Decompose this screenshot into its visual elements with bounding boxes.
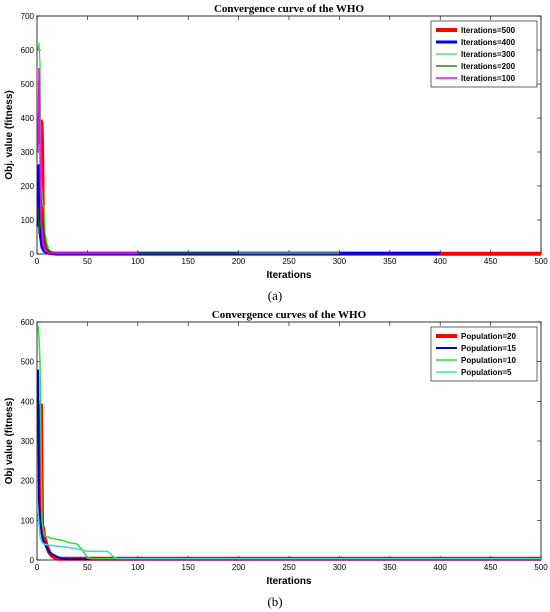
chart0-x-tick-label: 300 — [333, 257, 347, 266]
chart-a: Convergence curve of the WHO 0 50 100 150 200… — [4, 3, 548, 281]
chart0-x-tick-label: 200 — [232, 257, 246, 266]
chart1-x-tick-label: 500 — [534, 563, 548, 572]
chart0-y-tick-label: 100 — [21, 216, 35, 225]
chart1-y-tick-label: 500 — [21, 358, 35, 367]
chart1-x-tick-label: 150 — [182, 563, 196, 572]
chart0-legend-label-3: Iterations=200 — [461, 62, 516, 71]
chart0-x-tick-label: 100 — [131, 257, 145, 266]
chart0-y-tick-label: 600 — [21, 46, 35, 55]
chart1-legend-label-1: Population=15 — [461, 344, 516, 353]
chart1-title: Convergence curves of the WHO — [212, 309, 367, 321]
chart0-legend-label-1: Iterations=400 — [461, 38, 516, 47]
chart1-legend-label-3: Population=5 — [461, 368, 512, 377]
chart1-y-tick-label: 600 — [21, 318, 35, 327]
chart0-series-line-2 — [37, 42, 340, 254]
chart-b: Convergence curves of the WHO 0 50 100 150 20… — [4, 309, 548, 587]
chart0-x-tick-label: 0 — [35, 257, 40, 266]
chart0-x-tick-label: 400 — [434, 257, 448, 266]
chart1-y-tick-label: 100 — [21, 516, 35, 525]
chart1-x-tick-label: 100 — [131, 563, 145, 572]
chart1-y-tick-label: 0 — [30, 556, 35, 565]
chart1-legend-label-2: Population=10 — [461, 356, 516, 365]
chart0-x-axis-label: Iterations — [266, 270, 311, 281]
caption-b: (b) — [267, 594, 283, 609]
chart0-x-tick-label: 500 — [534, 257, 548, 266]
chart0-y-tick-label: 200 — [21, 182, 35, 191]
chart0-y-tick-label: 400 — [21, 114, 35, 123]
chart1-y-tick-label: 200 — [21, 477, 35, 486]
chart1-x-tick-label: 300 — [333, 563, 347, 572]
chart1-series-line-2 — [37, 325, 541, 560]
chart0-legend-label-0: Iterations=500 — [461, 26, 516, 35]
chart0-y-tick-label: 700 — [21, 12, 35, 21]
chart1-x-axis-label: Iterations — [266, 576, 311, 587]
chart1-y-tick-label: 300 — [21, 437, 35, 446]
chart0-x-tick-label: 150 — [182, 257, 196, 266]
chart1-x-tick-label: 0 — [35, 563, 40, 572]
chart1-x-tick-label: 450 — [484, 563, 498, 572]
chart1-x-tick-label: 200 — [232, 563, 246, 572]
caption-a: (a) — [267, 288, 283, 303]
chart1-x-tick-label: 250 — [282, 563, 296, 572]
chart0-series-line-4 — [37, 67, 138, 254]
chart1-x-tick-label: 350 — [383, 563, 397, 572]
chart1-series-line-1 — [37, 369, 541, 561]
chart1-legend-label-0: Population=20 — [461, 332, 516, 341]
chart1-x-tick-label: 50 — [83, 563, 92, 572]
chart0-x-tick-label: 450 — [484, 257, 498, 266]
chart0-legend-label-4: Iterations=100 — [461, 74, 516, 83]
chart0-y-tick-label: 0 — [30, 250, 35, 259]
chart0-y-tick-label: 300 — [21, 148, 35, 157]
chart1-x-tick-label: 400 — [434, 563, 448, 572]
chart1-y-tick-label: 400 — [21, 397, 35, 406]
chart0-x-tick-label: 250 — [282, 257, 296, 266]
chart0-y-tick-label: 500 — [21, 80, 35, 89]
chart0-legend-label-2: Iterations=300 — [461, 50, 516, 59]
chart0-x-tick-label: 350 — [383, 257, 397, 266]
chart1-y-axis-label: Obj value (fitness) — [4, 398, 15, 485]
chart0-title: Convergence curve of the WHO — [214, 3, 365, 15]
chart0-x-tick-label: 50 — [83, 257, 92, 266]
chart1-series-line-3 — [37, 512, 541, 560]
chart0-y-axis-label: Obj. value (fitness) — [4, 90, 15, 179]
